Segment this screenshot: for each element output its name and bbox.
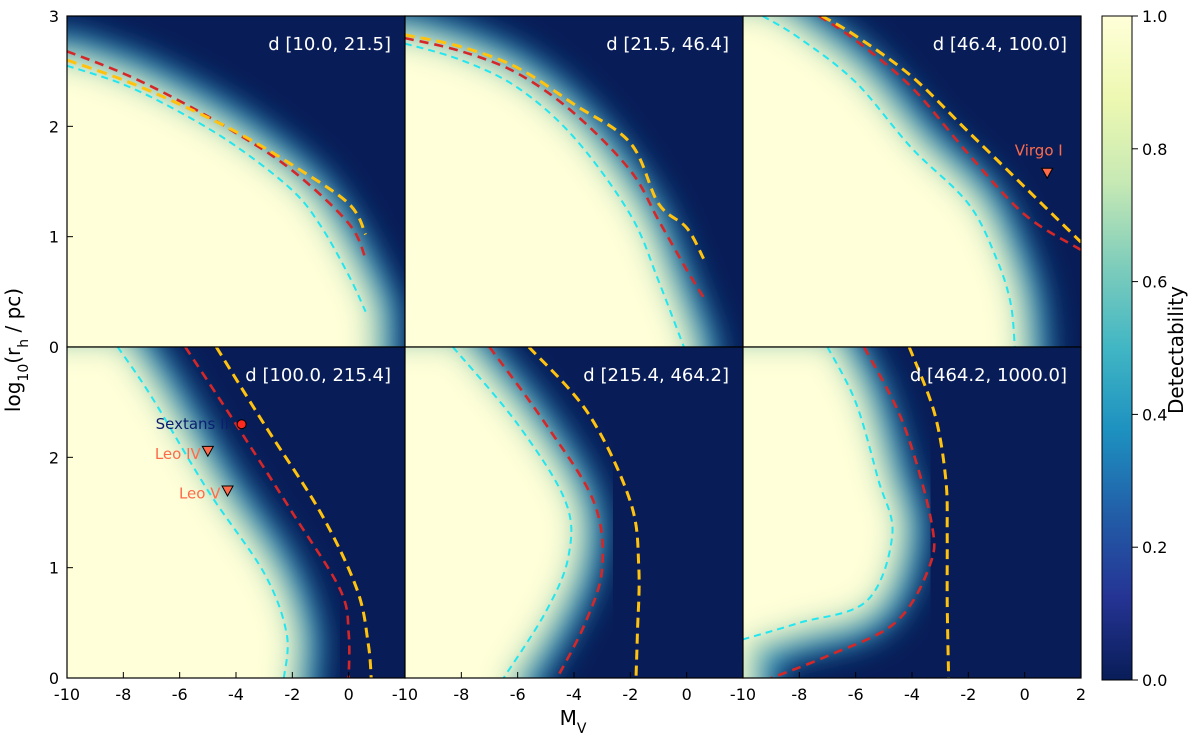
heat-band-core bbox=[405, 347, 572, 678]
panel-5: d [215.4, 464.2] -10 -8 -6 -4 -2 0 bbox=[392, 346, 744, 704]
y-tick-label: 0 bbox=[49, 669, 59, 688]
panel-frame bbox=[742, 346, 1082, 679]
colorbar-tick-label: 0.2 bbox=[1142, 538, 1167, 557]
contour-gold bbox=[907, 347, 951, 678]
marker-virgo-i bbox=[1040, 167, 1054, 180]
x-tick-label: -10 bbox=[54, 685, 80, 704]
x-axis-title: MV bbox=[560, 706, 587, 737]
panel-2: d [21.5, 46.4] bbox=[404, 15, 744, 348]
y-tick-label: 3 bbox=[49, 7, 59, 26]
y-tick-label: 2 bbox=[49, 448, 59, 467]
contour-lines bbox=[67, 50, 367, 313]
panel-title: d [46.4, 100.0] bbox=[933, 34, 1067, 55]
panel-ticks: -10 -8 -6 -4 -2 0 2 bbox=[730, 672, 1086, 704]
x-tick-label: -8 bbox=[453, 685, 469, 704]
x-tick-label: -10 bbox=[392, 685, 418, 704]
contour-lines bbox=[116, 347, 373, 678]
x-tick-label: 0 bbox=[1020, 685, 1030, 704]
contour-lines bbox=[743, 347, 951, 678]
heat-band-core bbox=[405, 43, 684, 347]
contour-gold bbox=[215, 347, 373, 678]
marker-leo-iv bbox=[201, 445, 215, 458]
contour-red bbox=[770, 347, 936, 678]
label-leo-v: Leo V bbox=[179, 485, 221, 503]
colorbar-label: Detectability bbox=[1164, 286, 1188, 414]
x-tick-label: -6 bbox=[510, 685, 526, 704]
contour-gold bbox=[821, 16, 1081, 244]
colorbar-bar bbox=[1101, 15, 1133, 681]
panel-title: d [21.5, 46.4] bbox=[606, 34, 729, 55]
heatmap-gradient bbox=[743, 347, 928, 678]
panel-title: d [100.0, 215.4] bbox=[245, 365, 391, 386]
y-tick-label: 1 bbox=[49, 228, 59, 247]
contour-cyan bbox=[743, 347, 894, 641]
x-tick-label: -4 bbox=[228, 685, 244, 704]
heat-band-core bbox=[67, 65, 366, 347]
contour-gold bbox=[527, 347, 641, 678]
contour-red bbox=[818, 16, 1081, 252]
colorbar-tick-label: 1.0 bbox=[1142, 7, 1167, 26]
marker-leo-v bbox=[221, 485, 234, 497]
contour-lines bbox=[405, 33, 705, 347]
marker-sextans-ii bbox=[236, 419, 247, 430]
heat-band-core bbox=[743, 347, 893, 678]
y-axis-title: log10(rh / pc) bbox=[1, 288, 32, 412]
x-tick-label: -10 bbox=[730, 685, 756, 704]
label-virgo-i: Virgo I bbox=[1015, 142, 1063, 160]
panel-1: d [10.0, 21.5] 0 1 2 3 bbox=[49, 7, 406, 357]
heat-band-core bbox=[743, 16, 1015, 347]
panel-title: d [464.2, 1000.0] bbox=[910, 365, 1067, 386]
colorbar-tick-label: 0.8 bbox=[1142, 140, 1167, 159]
label-leo-iv: Leo IV bbox=[155, 445, 202, 463]
x-tick-label: 0 bbox=[344, 685, 354, 704]
contour-gold bbox=[405, 33, 705, 260]
contour-cyan bbox=[452, 347, 573, 678]
panels-layer: d [10.0, 21.5] 0 1 2 3 d [21.5, 46.4] d [46.4,… bbox=[49, 7, 1086, 704]
contour-cyan bbox=[405, 42, 685, 347]
x-tick-label: 0 bbox=[682, 685, 692, 704]
y-tick-label: 1 bbox=[49, 559, 59, 578]
x-tick-label: -8 bbox=[791, 685, 807, 704]
x-tick-label: 2 bbox=[1076, 685, 1086, 704]
panel-title: d [10.0, 21.5] bbox=[268, 34, 391, 55]
contour-cyan bbox=[116, 347, 289, 678]
contour-gold bbox=[67, 58, 367, 236]
y-tick-label: 0 bbox=[49, 338, 59, 357]
panel-6: d [464.2, 1000.0] -10 -8 -6 -4 -2 0 2 bbox=[730, 346, 1086, 704]
contour-red bbox=[184, 347, 351, 678]
x-tick-label: -6 bbox=[848, 685, 864, 704]
x-tick-label: -6 bbox=[172, 685, 188, 704]
panel-3: d [46.4, 100.0] Virgo I bbox=[742, 15, 1082, 348]
x-tick-label: -2 bbox=[960, 685, 976, 704]
panel-ticks: -10 -8 -6 -4 -2 0 bbox=[392, 672, 692, 704]
contour-lines bbox=[452, 347, 641, 678]
contour-cyan bbox=[762, 16, 1016, 347]
panel-ticks: -10 -8 -6 -4 -2 0 0 1 2 bbox=[49, 448, 354, 704]
panel-title: d [215.4, 464.2] bbox=[583, 365, 729, 386]
contour-red bbox=[488, 347, 605, 678]
contour-lines bbox=[762, 16, 1081, 347]
heat-band-core bbox=[67, 347, 288, 678]
x-tick-label: -2 bbox=[622, 685, 638, 704]
x-tick-label: -2 bbox=[284, 685, 300, 704]
colorbar-tick-label: 0.4 bbox=[1142, 405, 1167, 424]
x-tick-label: -8 bbox=[115, 685, 131, 704]
contour-red bbox=[405, 36, 705, 299]
x-tick-label: -4 bbox=[904, 685, 920, 704]
y-tick-label: 2 bbox=[49, 117, 59, 136]
colorbar-tick-label: 0.6 bbox=[1142, 273, 1167, 292]
contour-cyan bbox=[67, 64, 367, 313]
label-sextans-ii: Sextans II bbox=[156, 415, 229, 433]
x-tick-label: -4 bbox=[566, 685, 582, 704]
colorbar: 0.0 0.2 0.4 0.6 0.8 1.0 bbox=[1101, 7, 1167, 690]
colorbar-tick-label: 0.0 bbox=[1142, 671, 1167, 690]
heatmap-field bbox=[743, 347, 928, 678]
